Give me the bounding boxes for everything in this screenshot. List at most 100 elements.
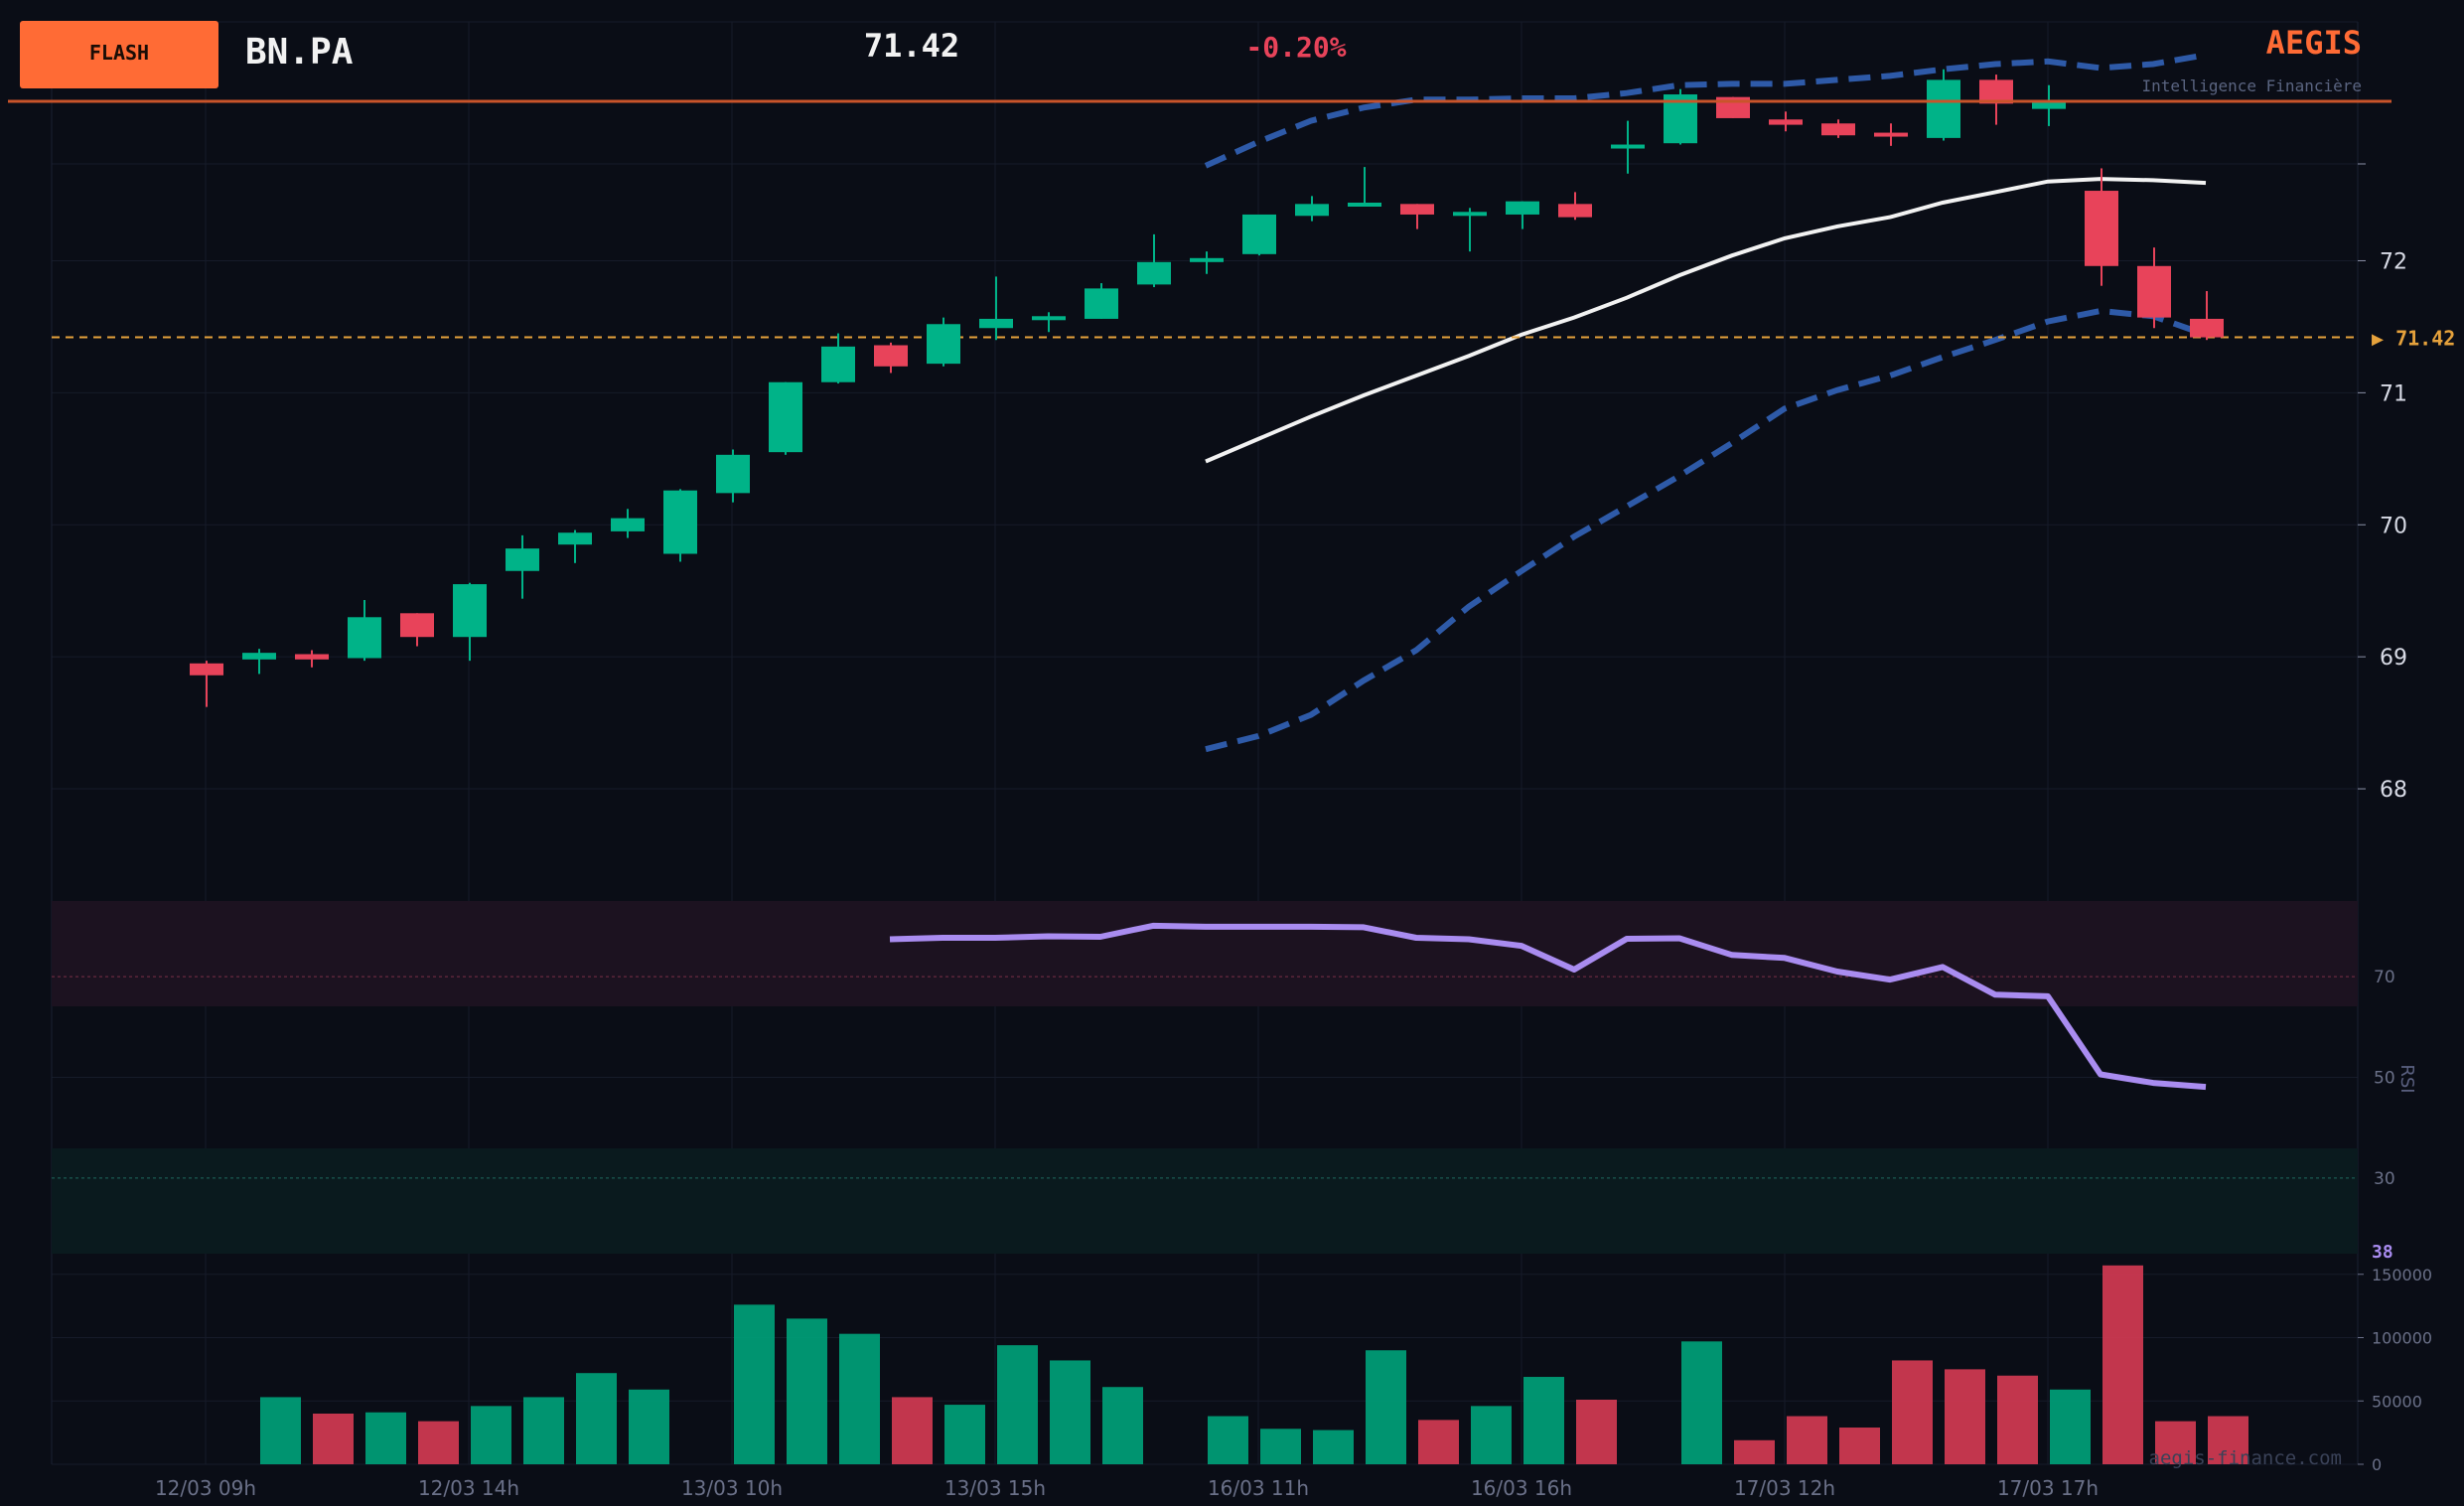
x-tick-label: 13/03 10h — [681, 1476, 783, 1500]
candle-body — [1085, 288, 1118, 319]
volume-bar — [944, 1405, 985, 1464]
rsi-tick-label: 70 — [2374, 968, 2395, 987]
volume-bar — [1102, 1387, 1143, 1464]
candle-body — [1979, 79, 2013, 104]
volume-bar — [1208, 1416, 1248, 1464]
candle-body — [453, 584, 487, 638]
candle-body — [1295, 204, 1329, 217]
volume-bar — [523, 1397, 564, 1464]
volume-bars — [260, 1265, 2248, 1464]
candle-body — [2085, 191, 2118, 266]
candle-body — [1558, 204, 1592, 218]
volume-bar — [629, 1389, 669, 1464]
volume-bar — [1523, 1377, 1564, 1464]
candle-body — [1453, 212, 1487, 217]
candle-body — [1190, 257, 1224, 262]
volume-bar — [2102, 1265, 2143, 1464]
volume-bar — [787, 1318, 827, 1464]
volume-bar — [1576, 1399, 1617, 1464]
bollinger-lower — [1205, 307, 2207, 753]
rsi-tick-label: 30 — [2374, 1169, 2395, 1189]
candle-body — [663, 490, 697, 554]
rsi-series — [889, 922, 2207, 1091]
watermark: aegis-finance.com — [2149, 1447, 2342, 1469]
ticker-symbol: BN.PA — [245, 32, 354, 73]
x-tick-label: 17/03 17h — [1997, 1476, 2099, 1500]
volume-bar — [1313, 1430, 1354, 1464]
candle-body — [1769, 119, 1803, 125]
volume-bar — [839, 1333, 880, 1464]
rsi-axis-label: RSI — [2396, 1064, 2417, 1093]
volume-bar — [1260, 1429, 1301, 1464]
sma-line — [1205, 177, 2207, 464]
candle-body — [2190, 318, 2224, 338]
x-tick-label: 17/03 12h — [1734, 1476, 1835, 1500]
x-tick-label: 13/03 15h — [944, 1476, 1046, 1500]
rsi-line — [889, 922, 2207, 1091]
candles — [190, 69, 2224, 707]
bollinger-bands — [52, 52, 2358, 753]
volume-tick-label: 100000 — [2372, 1329, 2432, 1348]
volume-bar — [418, 1421, 459, 1464]
last-price-label: ▶ 71.42 — [2372, 327, 2455, 351]
volume-bar — [1471, 1406, 1512, 1464]
volume-bar — [1418, 1420, 1459, 1464]
volume-bar — [576, 1373, 617, 1464]
volume-bar — [1787, 1416, 1827, 1464]
rsi-tick-label: 50 — [2374, 1069, 2395, 1089]
candle-body — [1137, 261, 1171, 285]
candle-body — [979, 318, 1013, 329]
candle-body — [769, 381, 802, 453]
candle-body — [558, 532, 592, 545]
volume-tick-label: 150000 — [2372, 1266, 2432, 1284]
candle-body — [611, 518, 645, 531]
x-tick-label: 12/03 14h — [418, 1476, 519, 1500]
candle-body — [400, 613, 434, 638]
candle-body — [1874, 132, 1908, 137]
candle-body — [874, 345, 908, 367]
flash-badge[interactable] — [20, 21, 218, 88]
volume-bar — [1997, 1375, 2038, 1464]
candle-body — [716, 454, 750, 494]
volume-bar — [365, 1412, 406, 1464]
candle-body — [2137, 265, 2171, 318]
volume-bar — [1366, 1350, 1406, 1464]
volume-bar — [1839, 1428, 1880, 1464]
volume-bar — [1945, 1369, 1985, 1464]
current-price: 71.42 — [864, 27, 959, 65]
candle-body — [348, 617, 381, 659]
price-tick-label: 71 — [2380, 381, 2407, 406]
volume-bar — [1681, 1341, 1722, 1464]
volume-bar — [471, 1406, 511, 1464]
x-tick-label: 12/03 09h — [155, 1476, 256, 1500]
volume-bar — [2208, 1416, 2248, 1464]
volume-bar — [313, 1414, 354, 1464]
brand-tagline: Intelligence Financière — [2141, 76, 2362, 95]
candle-body — [1348, 202, 1381, 207]
flash-badge-label: FLASH — [89, 41, 149, 65]
rsi-current-label: 38 — [2372, 1242, 2393, 1263]
volume-bar — [734, 1304, 775, 1464]
bollinger-upper — [1204, 52, 2207, 169]
candle-body — [242, 653, 276, 660]
x-tick-label: 16/03 16h — [1471, 1476, 1572, 1500]
x-tick-label: 16/03 11h — [1208, 1476, 1309, 1500]
candle-body — [506, 548, 539, 571]
candle-body — [927, 324, 960, 365]
price-change: -0.20% — [1245, 31, 1346, 64]
volume-tick-label: 50000 — [2372, 1392, 2422, 1411]
volume-bar — [997, 1345, 1038, 1464]
volume-bar — [2155, 1421, 2196, 1464]
rsi-oversold-zone — [52, 1148, 2358, 1254]
volume-tick-label: 0 — [2372, 1455, 2382, 1474]
brand-logo: AEGIS — [2266, 24, 2362, 62]
candle-body — [1400, 204, 1434, 215]
candle-body — [1242, 214, 1276, 254]
volume-bar — [1892, 1360, 1933, 1464]
candle-body — [821, 346, 855, 382]
candle-body — [1611, 144, 1645, 149]
candle-body — [1506, 201, 1539, 215]
rsi-guides — [52, 976, 2358, 1179]
